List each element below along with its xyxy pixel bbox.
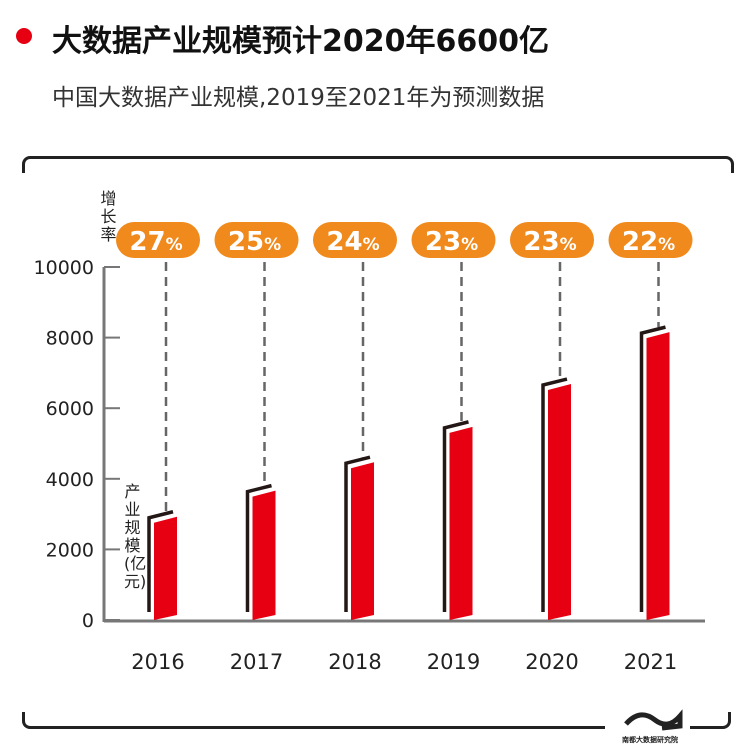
bar bbox=[252, 490, 276, 620]
growth-rate-label: 23% bbox=[523, 227, 576, 257]
bar-shadow bbox=[245, 483, 272, 612]
growth-unit: % bbox=[461, 235, 478, 255]
bar-shadow bbox=[344, 455, 371, 612]
growth-badge bbox=[608, 222, 693, 258]
growth-badge bbox=[510, 222, 594, 258]
bar-shadow bbox=[639, 325, 666, 612]
x-tick-label: 2019 bbox=[427, 650, 480, 674]
bar bbox=[449, 426, 473, 620]
x-tick-label: 2021 bbox=[624, 650, 677, 674]
y-axis-label: 产业规模(亿元) bbox=[124, 482, 147, 591]
growth-unit: % bbox=[166, 235, 183, 255]
bar bbox=[154, 516, 177, 620]
y-tick-label: 2000 bbox=[46, 539, 94, 561]
frame-bottom-left bbox=[22, 712, 605, 729]
logo-text: 南都大数据研究院 bbox=[622, 736, 678, 744]
growth-unit: % bbox=[264, 235, 281, 255]
bar bbox=[351, 462, 374, 620]
page-title: 大数据产业规模预计2020年6600亿 bbox=[52, 24, 549, 59]
x-tick-label: 2016 bbox=[131, 650, 184, 674]
growth-badge bbox=[313, 222, 397, 258]
growth-unit: % bbox=[658, 235, 675, 255]
frame-top bbox=[22, 156, 734, 173]
growth-rate-label: 23% bbox=[425, 227, 478, 257]
y-tick-label: 6000 bbox=[46, 398, 94, 420]
y-tick-label: 10000 bbox=[34, 257, 94, 279]
growth-unit: % bbox=[560, 235, 577, 255]
x-tick-label: 2017 bbox=[230, 650, 283, 674]
bar bbox=[646, 332, 670, 620]
growth-rate-axis-label: 增长率 bbox=[100, 189, 117, 244]
growth-badge bbox=[214, 222, 299, 258]
growth-badge bbox=[116, 222, 200, 258]
bar bbox=[548, 384, 571, 620]
title-bullet-icon bbox=[16, 28, 32, 44]
y-tick-label: 8000 bbox=[46, 328, 94, 350]
page-subtitle: 中国大数据产业规模,2019至2021年为预测数据 bbox=[52, 85, 545, 111]
bar-shadow bbox=[147, 510, 174, 612]
x-tick-label: 2018 bbox=[328, 650, 381, 674]
logo-icon bbox=[624, 709, 683, 731]
growth-unit: % bbox=[363, 235, 380, 255]
x-tick-label: 2020 bbox=[525, 650, 578, 674]
y-tick-label: 0 bbox=[82, 610, 94, 632]
growth-badge bbox=[411, 222, 496, 258]
frame-bottom-right bbox=[690, 712, 731, 729]
y-tick-label: 4000 bbox=[46, 469, 94, 491]
bar-shadow bbox=[442, 420, 469, 612]
bar-shadow bbox=[541, 377, 568, 612]
